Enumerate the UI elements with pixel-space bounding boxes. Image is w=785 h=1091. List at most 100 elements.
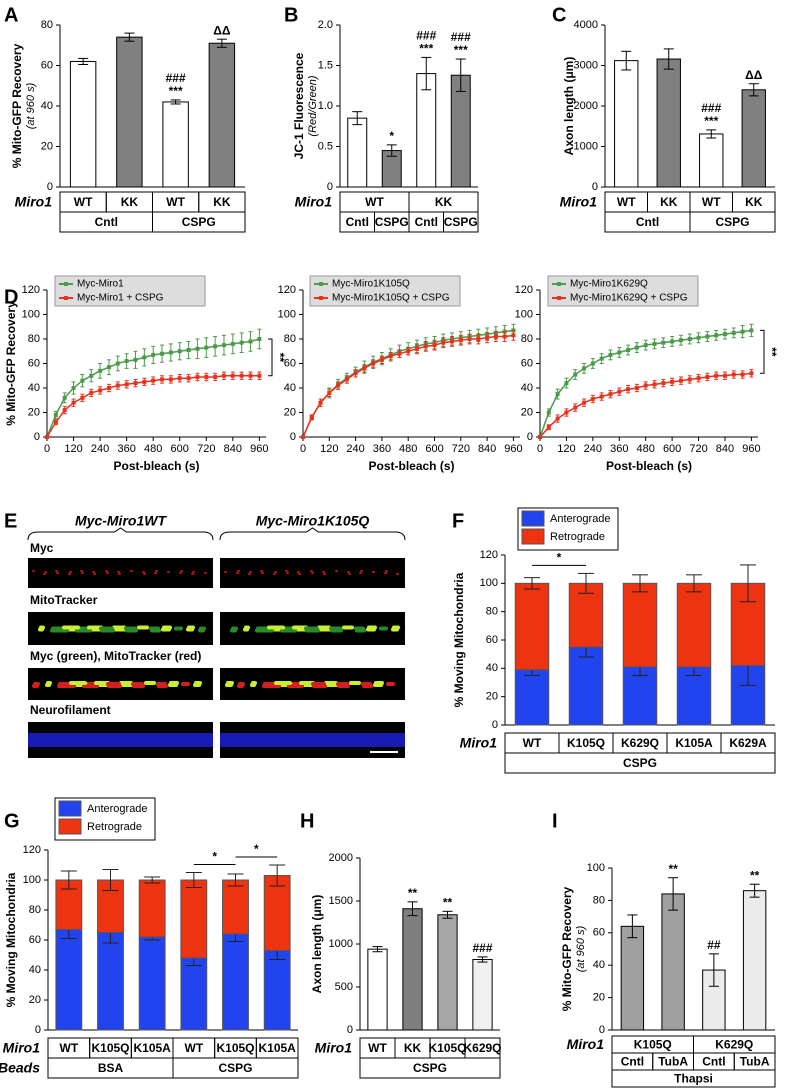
x-tick-label: 240 [91,443,109,455]
micrograph-signal [106,572,109,574]
significance-label: ** [668,862,678,876]
micrograph-signal [144,681,156,685]
x-tick-label: 0 [300,443,306,455]
micrograph-signal [361,682,372,686]
micrograph-signal [137,625,149,630]
point-marker [230,341,235,346]
point-marker [45,435,49,439]
panel-label: I [552,810,558,832]
micrograph-signal [154,572,157,574]
significance-label: ### [701,101,721,115]
legend-marker [557,282,561,286]
point-marker [248,373,253,378]
y-tick-label: 80 [486,606,498,618]
table-row-label: Miro1 [315,1040,353,1056]
micrograph-signal [105,570,108,572]
point-marker [608,352,613,357]
point-marker [124,359,129,364]
row-label: Myc [30,541,54,555]
x-tick-label: 720 [689,443,707,455]
y-tick-label: 20 [41,140,53,152]
point-marker [195,374,200,379]
point-marker [177,376,182,381]
point-marker [106,386,111,390]
y-tick-label: 4000 [574,19,598,31]
y-tick-label: 120 [515,284,533,296]
header-brace [27,527,214,541]
table-cell-label: K629Q [715,1038,753,1052]
micrograph-signal [225,683,233,687]
bar-segment [138,879,166,938]
y-tick-label: 60 [521,357,533,369]
point-marker [467,337,472,341]
micrograph-signal [181,682,190,686]
bar-segment [676,666,712,726]
point-marker [740,372,745,377]
micrograph-signal [224,571,227,573]
point-marker [599,394,604,399]
micrograph-signal [56,572,59,574]
panel-label: A [4,4,18,26]
micrograph-signal [274,681,292,685]
x-tick-label: 960 [504,443,522,455]
legend-label: Anterograde [550,513,611,525]
point-marker [626,387,631,392]
table-cell-label: KK [121,195,139,209]
table-cell-label: Cntl [415,215,438,229]
micrograph-signal [287,684,304,688]
y-tick-label: 100 [480,577,498,589]
point-marker [406,349,411,354]
point-marker [195,346,200,351]
micrograph-signal [310,570,313,572]
bar [402,908,423,1031]
point-marker [177,349,182,354]
bar [741,89,766,188]
y-axis-label: % Mito-GFP Recovery [560,886,574,1011]
y-axis-note: (at 960 s) [575,925,587,972]
micrograph-signal [336,682,349,686]
y-tick-label: 60 [593,927,605,939]
micrograph-signal [55,570,58,572]
point-marker [652,382,657,387]
point-marker [71,386,76,390]
micrograph-signal [180,570,183,572]
significance-label: ** [750,868,760,882]
point-marker [151,352,156,357]
table-cell-label: K629A [729,736,767,750]
table-cell-label: KK [404,1041,422,1055]
micrograph-signal [106,682,121,686]
bar [661,893,685,1031]
table-cell-label: WT [617,195,636,209]
micrograph-signal [267,625,285,630]
bar [614,60,639,188]
micrograph-signal [174,626,183,631]
bar [367,948,388,1031]
bar [347,117,368,188]
significance-label: ΔΔ [745,68,763,82]
legend-swatch [58,800,82,817]
point-marker [213,344,218,349]
micrograph-signal [131,682,144,686]
micrograph-signal [149,626,160,631]
table-cell-label: KK [745,195,763,209]
micrograph-signal [348,573,351,575]
significance-label: *** [169,84,183,98]
micrograph-signal [45,683,51,687]
y-tick-label: 80 [29,904,41,916]
bar [69,60,97,188]
point-marker [643,383,648,388]
y-tick-label: 1000 [574,140,598,152]
micrograph-signal [230,628,237,633]
legend-label: Retrograde [550,531,605,543]
micrograph-signal [304,626,319,631]
table-row-label: Miro1 [567,1036,605,1052]
point-marker [257,337,262,341]
micrograph-signal [297,571,300,573]
significance-label: * [389,129,394,143]
table-cell-label: Cntl [95,215,118,229]
bar [450,74,471,188]
x-tick-label: 600 [171,443,189,455]
legend-label: Anterograde [87,803,148,815]
panel-label: F [452,510,464,532]
table-cell [443,211,479,233]
